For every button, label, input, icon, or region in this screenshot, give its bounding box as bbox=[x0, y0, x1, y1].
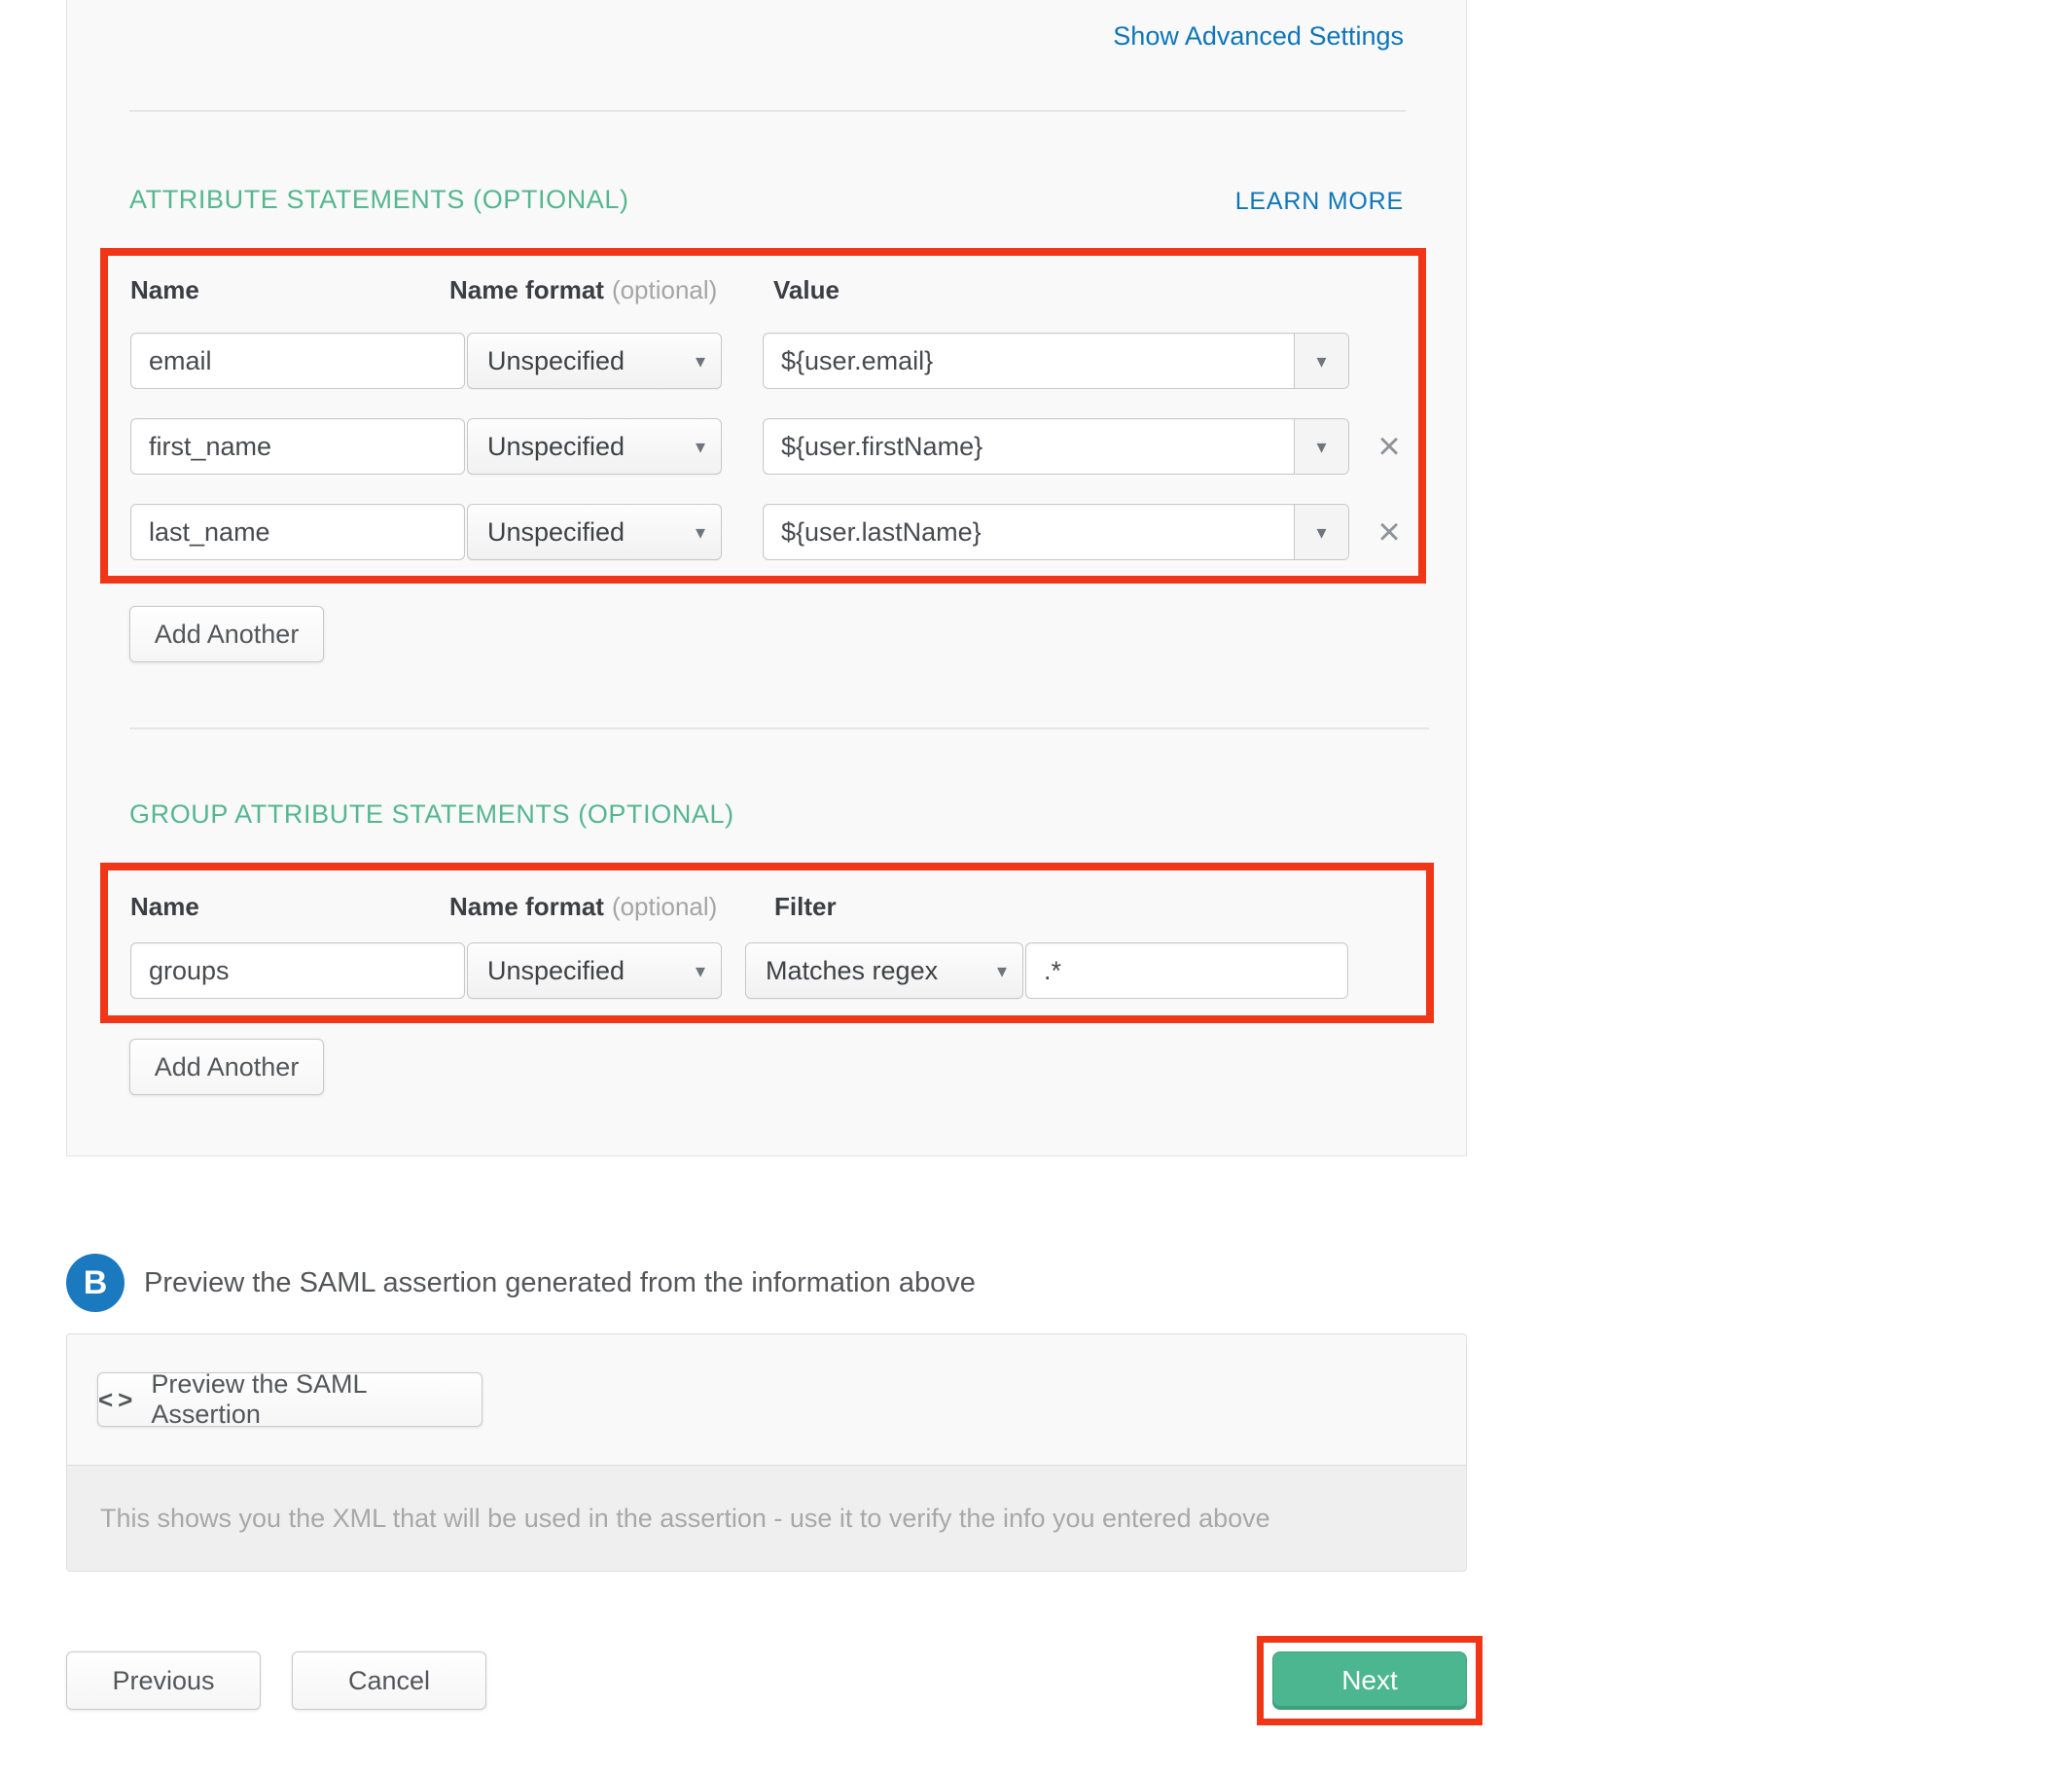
next-button-annotation-box bbox=[1257, 1636, 1483, 1725]
column-header-name-format: Name format (optional) bbox=[449, 275, 717, 305]
remove-row-button[interactable]: × bbox=[1377, 425, 1401, 468]
name-format-selected-value: Unspecified bbox=[487, 431, 625, 461]
chevron-down-icon: ▾ bbox=[1316, 436, 1327, 458]
value-dropdown-button[interactable]: ▾ bbox=[1294, 505, 1348, 559]
preview-step-heading: Preview the SAML assertion generated fro… bbox=[144, 1267, 976, 1298]
preview-note-text: This shows you the XML that will be used… bbox=[67, 1465, 1466, 1571]
name-format-select[interactable]: Unspecified ▾ bbox=[467, 504, 722, 560]
attribute-name-input[interactable] bbox=[130, 333, 465, 389]
chevron-down-icon: ▾ bbox=[695, 521, 705, 544]
attribute-name-input[interactable] bbox=[130, 418, 465, 475]
step-b-badge: B bbox=[66, 1254, 125, 1312]
section-divider bbox=[129, 727, 1429, 729]
section-divider bbox=[129, 110, 1406, 112]
remove-row-button[interactable]: × bbox=[1377, 511, 1401, 553]
filter-type-selected-value: Matches regex bbox=[766, 955, 939, 985]
column-header-name-format: Name format (optional) bbox=[449, 892, 717, 922]
attribute-value-input[interactable] bbox=[764, 505, 1294, 559]
attribute-value-combo: ▾ bbox=[763, 333, 1349, 389]
name-format-select[interactable]: Unspecified ▾ bbox=[467, 333, 722, 389]
attribute-value-combo: ▾ bbox=[763, 504, 1349, 560]
name-column-label: Name bbox=[130, 275, 199, 304]
filter-value-input[interactable] bbox=[1025, 942, 1348, 999]
attribute-value-input[interactable] bbox=[764, 334, 1294, 388]
chevron-down-icon: ▾ bbox=[996, 960, 1007, 982]
add-another-button[interactable]: Add Another bbox=[129, 606, 324, 662]
code-icon: <> bbox=[98, 1384, 138, 1414]
preview-assertion-panel: This shows you the XML that will be used… bbox=[66, 1333, 1467, 1572]
name-format-selected-value: Unspecified bbox=[487, 955, 625, 985]
column-header-filter: Filter bbox=[774, 892, 837, 922]
chevron-down-icon: ▾ bbox=[1316, 350, 1327, 373]
name-format-selected-value: Unspecified bbox=[487, 345, 625, 375]
chevron-down-icon: ▾ bbox=[1316, 521, 1327, 544]
value-column-label: Value bbox=[773, 275, 840, 304]
chevron-down-icon: ▾ bbox=[695, 436, 705, 458]
column-header-name: Name bbox=[130, 275, 199, 305]
previous-button[interactable]: Previous bbox=[66, 1651, 261, 1710]
group-attribute-statements-title: GROUP ATTRIBUTE STATEMENTS (OPTIONAL) bbox=[129, 799, 734, 829]
chevron-down-icon: ▾ bbox=[695, 350, 705, 373]
attribute-name-input[interactable] bbox=[130, 504, 465, 560]
name-format-selected-value: Unspecified bbox=[487, 516, 625, 547]
value-dropdown-button[interactable]: ▾ bbox=[1294, 334, 1348, 388]
name-column-label: Name bbox=[130, 892, 199, 921]
preview-button-label: Preview the SAML Assertion bbox=[151, 1369, 367, 1429]
next-button[interactable]: Next bbox=[1272, 1651, 1467, 1710]
filter-type-select[interactable]: Matches regex ▾ bbox=[745, 942, 1023, 999]
column-header-name: Name bbox=[130, 892, 199, 922]
name-format-column-label: Name format bbox=[449, 275, 604, 304]
name-format-select[interactable]: Unspecified ▾ bbox=[467, 942, 722, 999]
show-advanced-settings-link[interactable]: Show Advanced Settings bbox=[1113, 21, 1404, 51]
name-format-select[interactable]: Unspecified ▾ bbox=[467, 418, 722, 475]
attribute-value-combo: ▾ bbox=[763, 418, 1349, 475]
learn-more-link[interactable]: LEARN MORE bbox=[1234, 188, 1404, 215]
filter-column-label: Filter bbox=[774, 892, 837, 921]
column-header-value: Value bbox=[773, 275, 840, 305]
add-another-button[interactable]: Add Another bbox=[129, 1039, 324, 1095]
attribute-statements-title: ATTRIBUTE STATEMENTS (OPTIONAL) bbox=[129, 185, 629, 214]
group-name-input[interactable] bbox=[130, 942, 465, 999]
cancel-button[interactable]: Cancel bbox=[292, 1651, 486, 1710]
attribute-value-input[interactable] bbox=[764, 419, 1294, 474]
name-format-optional-label: (optional) bbox=[611, 892, 718, 921]
name-format-optional-label: (optional) bbox=[611, 275, 718, 304]
value-dropdown-button[interactable]: ▾ bbox=[1294, 419, 1348, 474]
preview-saml-assertion-button[interactable]: <> Preview the SAML Assertion bbox=[97, 1369, 482, 1429]
chevron-down-icon: ▾ bbox=[695, 960, 705, 982]
name-format-column-label: Name format bbox=[449, 892, 604, 921]
